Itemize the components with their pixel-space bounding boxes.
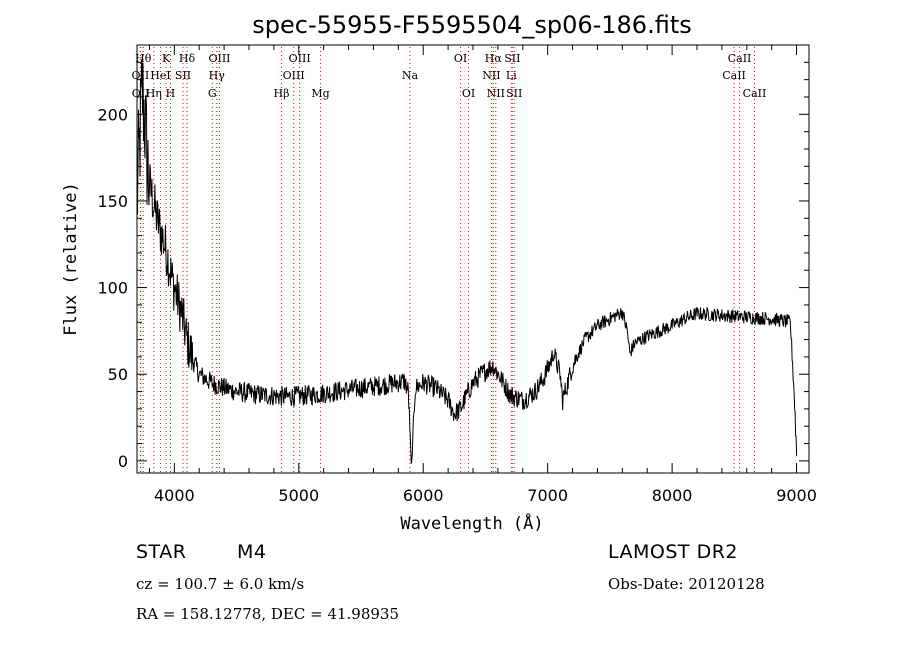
redshift-text: cz = 100.7 ± 6.0 km/s xyxy=(136,575,305,593)
line-label-5: K xyxy=(162,52,171,65)
x-axis-label: Wavelength (Å) xyxy=(400,512,543,534)
line-label-22: Li xyxy=(506,69,517,82)
object-class: STAR xyxy=(136,541,187,563)
spectrum-line xyxy=(136,59,798,464)
obs-date-text: Obs-Date: 20120128 xyxy=(608,575,765,593)
line-label-25: CaII xyxy=(722,69,746,82)
y-tick-label: 0 xyxy=(118,452,128,471)
line-label-6: H xyxy=(166,87,176,100)
object-subclass: M4 xyxy=(237,541,267,563)
line-label-14: OIII xyxy=(289,52,311,65)
line-label-26: CaII xyxy=(728,52,752,65)
line-label-11: OIII xyxy=(208,52,230,65)
line-label-16: Na xyxy=(402,69,419,82)
line-label-2: Hθ xyxy=(135,52,152,65)
line-label-17: OI xyxy=(454,52,467,65)
line-label-0: OII xyxy=(132,69,150,82)
line-label-12: Hβ xyxy=(274,87,290,100)
y-tick-label: 100 xyxy=(97,279,128,298)
line-labels: OIIOIIHθHηHeIKHSIIHδGHγOIIIHβOIIIOIIIMgN… xyxy=(132,52,767,100)
line-label-20: Hα xyxy=(485,52,503,65)
coordinates-text: RA = 158.12778, DEC = 41.98935 xyxy=(136,605,400,623)
line-label-7: SII xyxy=(175,69,191,82)
line-label-21: NII xyxy=(487,87,505,100)
survey-name: LAMOST DR2 xyxy=(608,541,738,563)
y-axis-label: Flux (relative) xyxy=(61,182,81,336)
line-label-4: HeI xyxy=(150,69,170,82)
x-tick-label: 4000 xyxy=(154,486,195,505)
x-tick-label: 9000 xyxy=(776,486,817,505)
x-tick-label: 5000 xyxy=(278,486,319,505)
chart-title: spec-55955-F5595504_sp06-186.fits xyxy=(252,11,691,39)
line-label-15: Mg xyxy=(311,87,329,100)
y-tick-label: 150 xyxy=(97,192,128,211)
line-label-9: G xyxy=(208,87,217,100)
line-label-8: Hδ xyxy=(179,52,196,65)
line-label-10: Hγ xyxy=(209,69,226,82)
line-markers xyxy=(139,47,755,473)
y-axis: 0 50 100 150 200 xyxy=(97,61,809,471)
line-label-3: Hη xyxy=(146,87,162,100)
line-label-24: SII xyxy=(506,87,522,100)
line-label-27: CaII xyxy=(743,87,767,100)
line-label-18: OI xyxy=(462,87,475,100)
line-label-13: OIII xyxy=(283,69,305,82)
x-tick-label: 8000 xyxy=(652,486,693,505)
y-tick-label: 200 xyxy=(97,105,128,124)
line-label-19: NII xyxy=(482,69,500,82)
x-axis: 4000 5000 6000 7000 8000 9000 xyxy=(148,45,817,505)
y-tick-label: 50 xyxy=(108,365,128,384)
line-label-23: SII xyxy=(504,52,520,65)
spectrum-chart: spec-55955-F5595504_sp06-186.fits OII OII… xyxy=(61,11,817,534)
x-tick-label: 7000 xyxy=(527,486,568,505)
plot-frame xyxy=(136,44,810,474)
x-tick-label: 6000 xyxy=(403,486,444,505)
